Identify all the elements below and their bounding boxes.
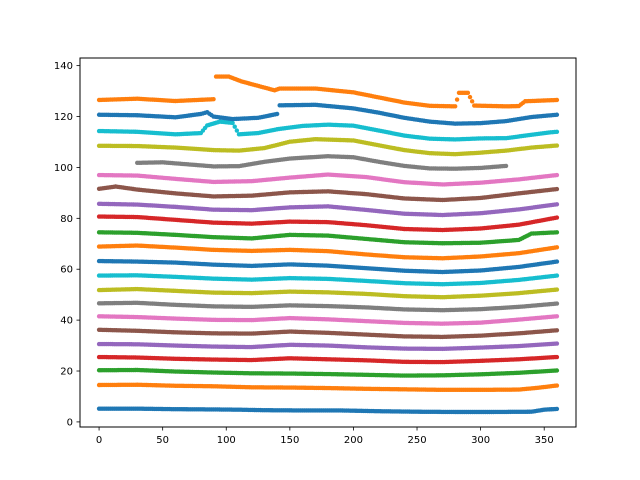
- data-point: [554, 301, 560, 306]
- series-5: [96, 341, 560, 352]
- data-point: [554, 273, 560, 278]
- data-point: [554, 143, 560, 148]
- data-point: [554, 368, 560, 373]
- data-point: [503, 163, 509, 169]
- data-point: [554, 328, 560, 333]
- data-point: [554, 341, 560, 346]
- data-point: [234, 128, 240, 133]
- series-1: [96, 406, 560, 415]
- data-point: [232, 124, 237, 129]
- series-4: [96, 354, 560, 365]
- data-point: [554, 186, 560, 192]
- data-point: [554, 354, 560, 360]
- data-point: [554, 314, 560, 319]
- data-point: [554, 215, 560, 220]
- data-layer: [96, 74, 560, 415]
- data-point: [554, 383, 560, 388]
- data-point: [554, 172, 560, 178]
- data-point: [554, 259, 560, 264]
- data-point: [554, 406, 560, 412]
- data-point: [554, 287, 560, 292]
- series-3: [96, 367, 560, 378]
- data-point: [554, 129, 560, 134]
- data-point: [274, 111, 280, 117]
- data-point: [230, 120, 235, 126]
- series-2: [96, 382, 560, 393]
- data-point: [554, 230, 560, 235]
- data-point: [554, 202, 560, 207]
- data-point: [554, 245, 560, 250]
